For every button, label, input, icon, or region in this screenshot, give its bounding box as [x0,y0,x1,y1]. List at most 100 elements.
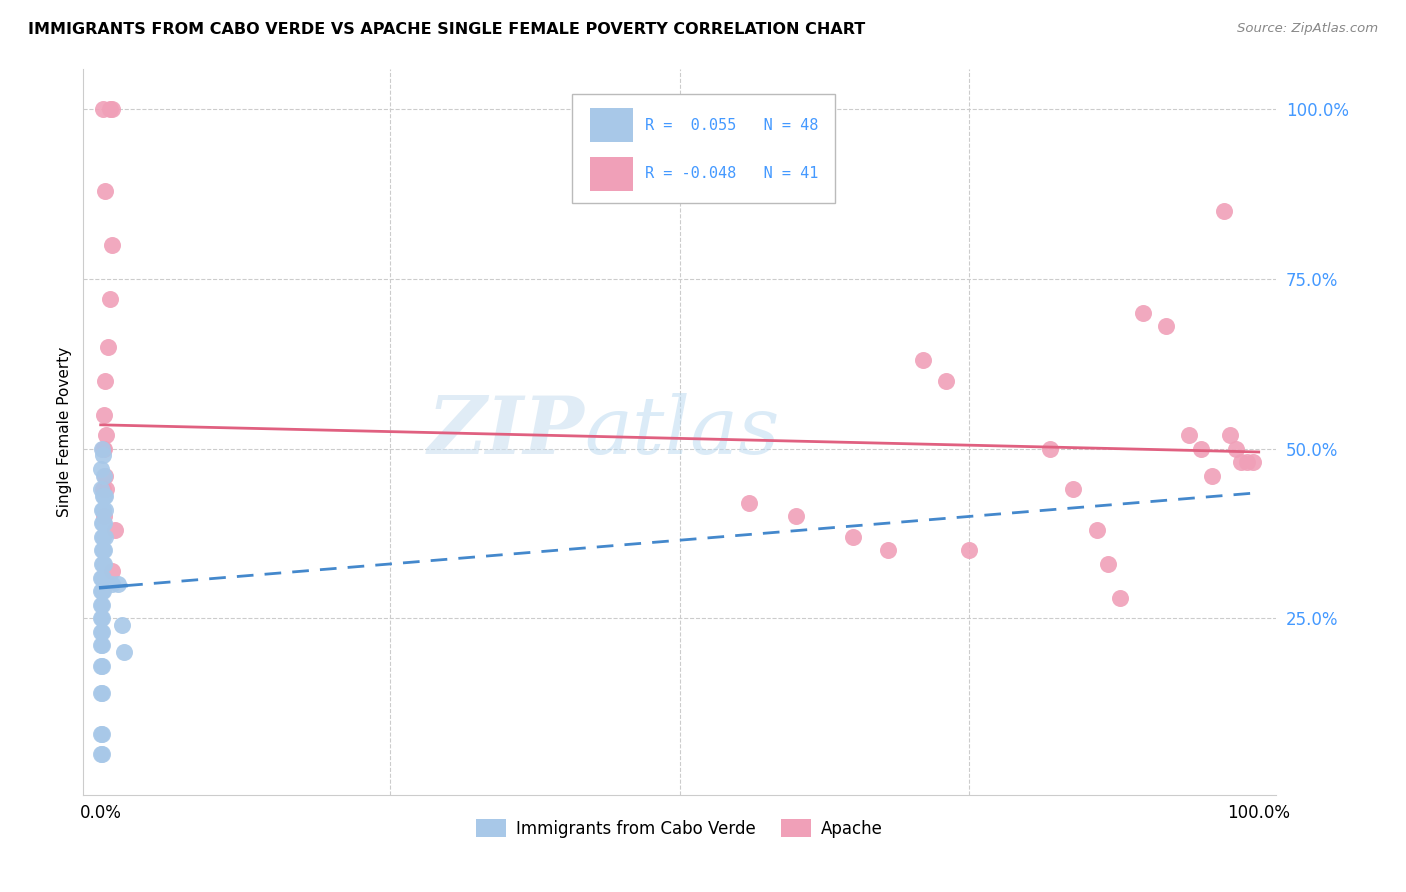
Point [90,624,112,639]
Point [90,584,112,599]
Point [738,496,761,510]
Point [90,747,112,761]
Legend: Immigrants from Cabo Verde, Apache: Immigrants from Cabo Verde, Apache [470,813,890,845]
Point [98,102,121,116]
Point [91,102,114,116]
Point [94,502,117,516]
Point [91,483,114,497]
Point [90,726,112,740]
Point [935,374,957,388]
Point [91,502,114,516]
Point [96,428,118,442]
Point [90,658,112,673]
Point [93,442,115,456]
Point [1230,455,1253,469]
Point [1097,557,1119,571]
Point [877,543,900,558]
Point [94,468,117,483]
Point [97,340,120,354]
Point [90,543,112,558]
Point [1225,442,1247,456]
Point [1219,428,1241,442]
Point [90,530,112,544]
Point [91,543,114,558]
Point [90,442,112,456]
Point [90,639,112,653]
Point [110,618,132,632]
Point [1236,455,1258,469]
Point [101,102,124,116]
Point [91,449,114,463]
Point [90,584,112,599]
Point [101,564,124,578]
Point [90,639,112,653]
Point [90,624,112,639]
Point [90,557,112,571]
Point [93,516,115,531]
Point [107,577,129,591]
Point [1108,591,1130,605]
Point [93,408,115,422]
Point [96,483,118,497]
Point [1039,442,1062,456]
Point [90,747,112,761]
Point [842,530,865,544]
Point [90,598,112,612]
Point [91,557,114,571]
Point [91,530,114,544]
Point [1201,468,1223,483]
Point [1241,455,1264,469]
Point [98,293,121,307]
Point [91,570,114,584]
Point [1189,442,1212,456]
Point [90,726,112,740]
Point [90,686,112,700]
Text: atlas: atlas [585,392,780,470]
Point [94,374,117,388]
Point [93,468,115,483]
Text: R = -0.048   N = 41: R = -0.048 N = 41 [645,166,818,181]
Point [101,238,124,252]
Point [90,658,112,673]
Point [90,516,112,531]
Point [90,611,112,625]
Point [90,502,112,516]
Point [1178,428,1201,442]
Point [90,686,112,700]
Text: Source: ZipAtlas.com: Source: ZipAtlas.com [1237,22,1378,36]
Point [103,523,125,537]
FancyBboxPatch shape [591,157,633,191]
Point [93,489,115,503]
Point [90,570,112,584]
Point [957,543,980,558]
Point [785,509,807,524]
Point [90,598,112,612]
Point [1154,319,1177,334]
Point [94,184,117,198]
FancyBboxPatch shape [572,94,835,202]
Point [90,462,112,476]
Y-axis label: Single Female Poverty: Single Female Poverty [58,346,72,516]
Point [911,353,934,368]
Text: R =  0.055   N = 48: R = 0.055 N = 48 [645,118,818,133]
Point [94,489,117,503]
Point [91,584,114,599]
Point [93,557,115,571]
Point [112,645,135,659]
Point [91,489,114,503]
Point [1085,523,1108,537]
Point [90,611,112,625]
Point [90,483,112,497]
Text: IMMIGRANTS FROM CABO VERDE VS APACHE SINGLE FEMALE POVERTY CORRELATION CHART: IMMIGRANTS FROM CABO VERDE VS APACHE SIN… [28,22,865,37]
Point [101,577,124,591]
Point [1062,483,1084,497]
Point [94,530,117,544]
FancyBboxPatch shape [591,108,633,142]
Point [93,509,115,524]
Point [1213,204,1236,219]
Point [90,570,112,584]
Point [91,442,114,456]
Point [93,543,115,558]
Point [91,516,114,531]
Point [1132,306,1154,320]
